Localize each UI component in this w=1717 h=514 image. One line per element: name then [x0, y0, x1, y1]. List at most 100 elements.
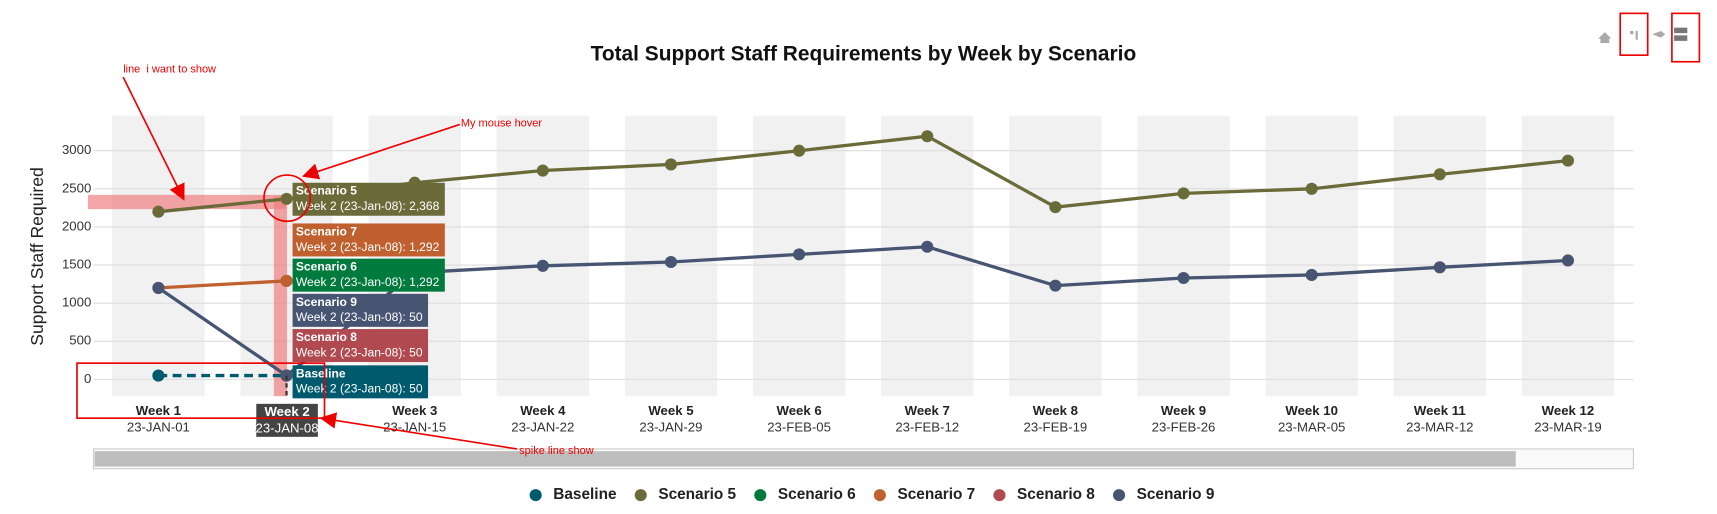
- y-tick-label: 500: [69, 333, 91, 348]
- category-band: [1265, 115, 1358, 397]
- hover-tooltip: [292, 223, 445, 257]
- data-point: [793, 248, 806, 261]
- annotation-arrow: [319, 412, 518, 450]
- annotation-box: [1671, 12, 1701, 63]
- legend-marker: [529, 489, 542, 502]
- x-tick-date: 23-FEB-12: [895, 420, 959, 435]
- data-point: [1305, 268, 1318, 282]
- legend-marker: [634, 489, 647, 502]
- data-point: [793, 144, 806, 157]
- y-tick-label: 2000: [62, 218, 91, 233]
- hover-name: Scenario 6: [296, 260, 357, 274]
- spike-icon[interactable]: [1630, 30, 1634, 35]
- spike-label-box: [256, 403, 318, 437]
- data-point: [1433, 261, 1446, 274]
- category-band: [624, 115, 718, 397]
- data-point: [152, 369, 165, 382]
- x-tick-date: 23-FEB-19: [1023, 420, 1087, 435]
- legend-label: Scenario 9: [1137, 486, 1215, 503]
- y-tick-label: 1000: [62, 295, 91, 310]
- data-point: [664, 158, 678, 171]
- legend-label: Scenario 7: [897, 486, 975, 503]
- y-tick-label: 0: [84, 371, 91, 386]
- home-icon[interactable]: [1598, 32, 1612, 44]
- hover-text: Week 2 (23-Jan-08): 1,292: [296, 240, 440, 254]
- hover-text: Week 2 (23-Jan-08): 1,292: [296, 275, 440, 289]
- data-point: [1177, 187, 1190, 200]
- annotation-arrow: [302, 123, 461, 180]
- data-point: [536, 259, 549, 272]
- hover-text: Week 2 (23-Jan-08): 50: [296, 382, 423, 396]
- hover-text: Week 2 (23-Jan-08): 50: [296, 345, 423, 359]
- data-point: [536, 164, 549, 177]
- x-tick-label: Week 3: [392, 403, 437, 418]
- highlight-band: [87, 194, 286, 210]
- x-tick-label: Week 12: [1542, 403, 1595, 418]
- x-tick-label: Week 8: [1033, 403, 1078, 418]
- category-band: [1009, 115, 1102, 397]
- legend-marker: [754, 489, 767, 502]
- x-tick-label: Week 11: [1414, 403, 1466, 418]
- data-point: [152, 281, 165, 294]
- x-tick-label: Week 4: [520, 403, 566, 418]
- legend-label: Baseline: [553, 486, 617, 503]
- x-tick-date: 23-MAR-19: [1534, 420, 1601, 435]
- data-point: [1049, 279, 1062, 292]
- hover-tooltip: [292, 182, 445, 216]
- category-band: [1393, 115, 1487, 397]
- annotation-box: [76, 362, 326, 419]
- hover-icon[interactable]: [1652, 30, 1666, 38]
- data-point: [152, 205, 165, 218]
- legend-label: Scenario 6: [778, 486, 856, 503]
- data-point: [921, 240, 934, 253]
- hover-name: Scenario 7: [296, 224, 357, 238]
- annotation-text: line i want to show: [123, 63, 216, 75]
- spike-label: Week 2: [264, 404, 309, 419]
- category-band: [496, 115, 590, 397]
- series-line: [158, 279, 287, 290]
- compare-icon[interactable]: [1674, 27, 1688, 34]
- y-tick-label: 1500: [62, 257, 91, 272]
- legend-marker: [993, 489, 1006, 502]
- hover-name: Scenario 9: [296, 295, 357, 309]
- spike-label-date: 23-JAN-08: [256, 421, 319, 436]
- x-tick-date: 23-JAN-01: [127, 420, 190, 435]
- data-point: [1561, 154, 1575, 167]
- hover-tooltip: [292, 258, 445, 292]
- hover-name: Scenario 5: [296, 184, 357, 198]
- x-tick-label: Week 1: [136, 403, 181, 418]
- hover-tooltip: [292, 293, 429, 327]
- data-point: [1177, 271, 1190, 285]
- range-slider-thumb[interactable]: [94, 451, 1516, 467]
- data-point: [664, 255, 678, 269]
- y-axis-label: Support Staff Required: [27, 167, 47, 346]
- data-point: [1305, 182, 1318, 195]
- hover-tooltip: [292, 365, 429, 399]
- chart-title: Total Support Staff Requirements by Week…: [591, 43, 1137, 66]
- x-tick-date: 23-JAN-22: [511, 420, 574, 435]
- hover-name: Scenario 8: [296, 330, 357, 344]
- legend-marker: [873, 489, 886, 502]
- x-tick-date: 23-MAR-12: [1406, 420, 1473, 435]
- data-point: [1049, 201, 1062, 214]
- hover-text: Week 2 (23-Jan-08): 2,368: [296, 199, 440, 213]
- x-tick-date: 23-MAR-05: [1278, 420, 1345, 435]
- x-tick-date: 23-JAN-29: [639, 420, 702, 435]
- data-point: [280, 192, 293, 205]
- y-tick-label: 2500: [62, 180, 91, 195]
- x-tick-label: Week 7: [905, 403, 950, 418]
- annotation-text: My mouse hover: [461, 117, 543, 129]
- x-tick-date: 23-FEB-05: [767, 420, 831, 435]
- legend-label: Scenario 8: [1017, 486, 1095, 503]
- data-point: [921, 130, 934, 143]
- data-point: [1561, 254, 1575, 267]
- annotation-arrow: [122, 76, 185, 201]
- y-tick-label: 3000: [62, 142, 91, 157]
- data-point: [280, 274, 293, 287]
- highlight-band: [273, 195, 288, 397]
- x-tick-label: Week 9: [1161, 403, 1206, 418]
- hover-tooltip: [292, 329, 429, 363]
- annotation-text: spike line show: [519, 445, 594, 457]
- annotation-box: [1619, 12, 1649, 56]
- hover-text: Week 2 (23-Jan-08): 50: [296, 310, 423, 324]
